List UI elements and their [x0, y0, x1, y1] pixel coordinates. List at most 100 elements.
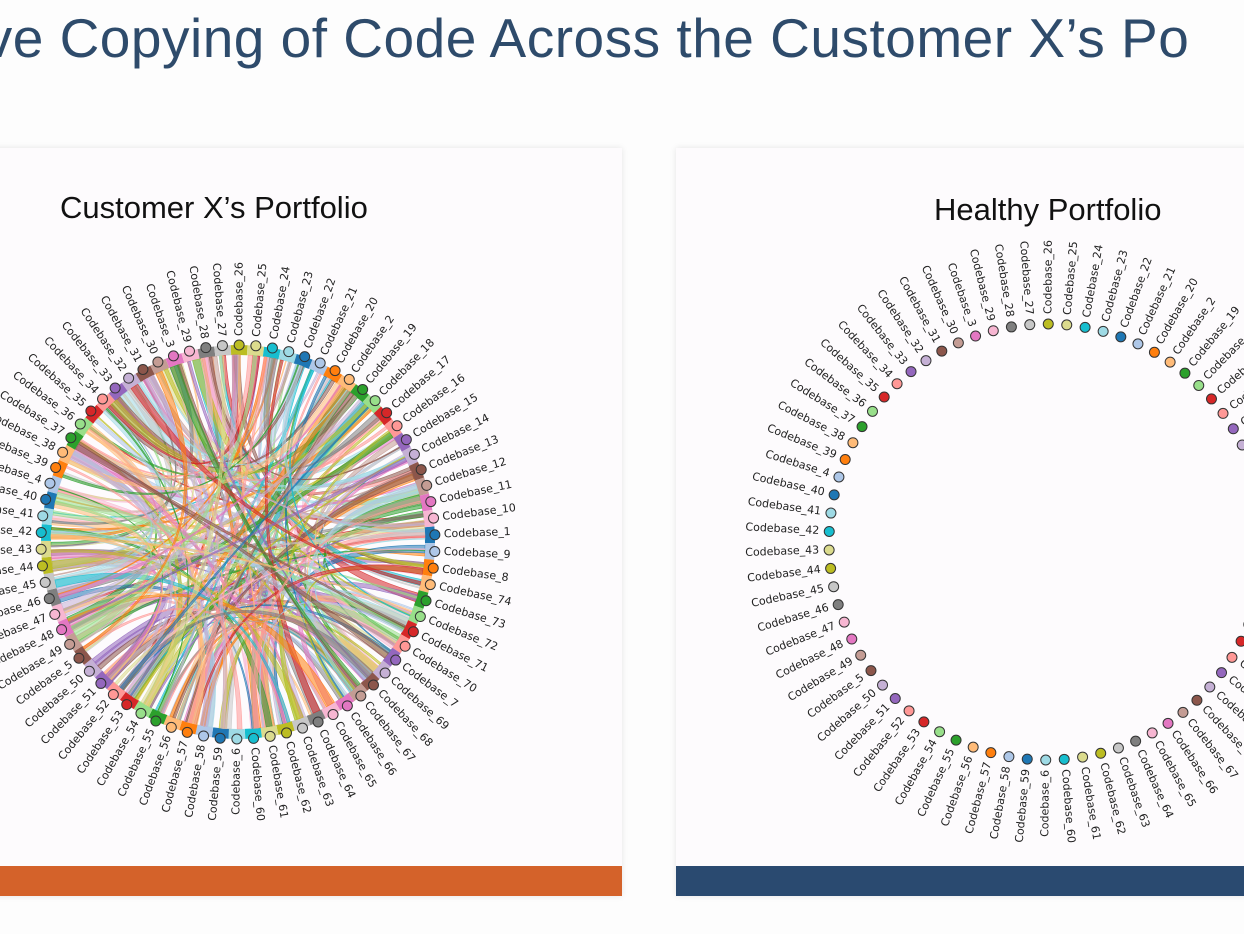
customer-node: [165, 721, 177, 733]
customer-chord: [178, 395, 357, 721]
customer-node: [425, 496, 437, 508]
customer-node: [250, 340, 262, 352]
customer-chord: [50, 533, 163, 681]
healthy-portfolio-node-ring: Codebase_1Codebase_9Codebase_8Codebase_7…: [745, 240, 1244, 844]
customer-chord: [82, 370, 188, 650]
healthy-node: [1112, 742, 1124, 754]
healthy-node: [1226, 651, 1238, 663]
healthy-node: [833, 471, 845, 483]
healthy-node: [1079, 321, 1091, 333]
customer-chord: [61, 399, 363, 612]
customer-node: [198, 730, 210, 742]
healthy-node: [970, 330, 982, 342]
customer-node: [420, 595, 432, 607]
customer-node-label: Codebase_1: [444, 525, 511, 540]
customer-node: [329, 365, 341, 377]
healthy-node: [877, 679, 889, 691]
healthy-node-label: Codebase_58: [987, 765, 1013, 840]
healthy-node: [952, 337, 964, 349]
customer-node: [167, 350, 179, 362]
customer-chord: [68, 457, 408, 624]
customer-chord: [67, 382, 345, 491]
customer-chord: [134, 456, 406, 701]
customer-chords: [41, 345, 435, 739]
customer-chord: [75, 443, 406, 628]
customer-chord: [70, 455, 173, 695]
customer-node: [50, 461, 62, 473]
healthy-node: [823, 544, 835, 556]
healthy-node: [1040, 754, 1052, 766]
customer-node: [379, 667, 391, 679]
healthy-node: [828, 581, 840, 593]
healthy-node-label: Codebase_60: [1059, 769, 1078, 844]
customer-node: [233, 339, 245, 351]
healthy-node-label: Codebase_6: [1038, 770, 1051, 837]
customer-node: [429, 529, 441, 541]
healthy-node-label: Codebase_43: [745, 543, 819, 559]
healthy-node: [1058, 753, 1070, 765]
healthy-node: [1148, 346, 1160, 358]
healthy-node-label: Codebase_59: [1013, 768, 1033, 843]
healthy-node: [823, 525, 835, 537]
customer-chord: [50, 535, 413, 613]
healthy-node: [1130, 735, 1142, 747]
healthy-node: [855, 649, 867, 661]
customer-node: [390, 654, 402, 666]
customer-node: [299, 351, 311, 363]
customer-chord: [54, 573, 291, 723]
healthy-node-label: Codebase_42: [745, 520, 819, 537]
healthy-node: [1097, 325, 1109, 337]
customer-node: [109, 382, 121, 394]
customer-node: [200, 342, 212, 354]
customer-node: [424, 579, 436, 591]
customer-node: [408, 448, 420, 460]
customer-node-label: Codebase_26: [232, 262, 245, 336]
customer-node: [343, 373, 355, 385]
customer-node: [281, 727, 293, 739]
healthy-node: [832, 599, 844, 611]
customer-node: [407, 626, 419, 638]
customer-node: [35, 543, 47, 555]
customer-chord: [65, 465, 243, 730]
customer-node: [415, 464, 427, 476]
healthy-node: [1005, 321, 1017, 333]
customer-node: [183, 345, 195, 357]
customer-node: [49, 608, 61, 620]
customer-node: [85, 405, 97, 417]
healthy-node: [950, 734, 962, 746]
healthy-node: [1132, 338, 1144, 350]
healthy-node: [856, 421, 868, 433]
healthy-node-label: Codebase_25: [1061, 241, 1081, 316]
customer-node-label: Codebase_42: [0, 522, 33, 539]
customer-node: [421, 479, 433, 491]
healthy-node: [967, 741, 979, 753]
customer-node-label: Codebase_43: [0, 543, 32, 559]
healthy-node: [918, 716, 930, 728]
customer-node: [150, 715, 162, 727]
customer-node: [248, 732, 260, 744]
healthy-node: [838, 616, 850, 628]
customer-node: [283, 346, 295, 358]
customer-node: [355, 690, 367, 702]
healthy-node: [889, 693, 901, 705]
customer-node: [341, 700, 353, 712]
healthy-node: [1061, 319, 1073, 331]
healthy-node: [825, 507, 837, 519]
customer-chord: [63, 591, 206, 725]
customer-chord: [58, 384, 342, 599]
customer-chord: [74, 355, 258, 642]
healthy-node: [1162, 717, 1174, 729]
customer-node-label: Codebase_10: [442, 501, 517, 523]
customer-node: [266, 342, 278, 354]
customer-chord: [130, 383, 422, 586]
healthy-node: [1193, 379, 1205, 391]
healthy-node: [828, 489, 840, 501]
customer-node: [97, 393, 109, 405]
customer-chord: [118, 548, 426, 689]
customer-node: [312, 716, 324, 728]
customer-node-label: Codebase_8: [441, 562, 509, 584]
customer-chord: [51, 527, 273, 728]
customer-node: [64, 638, 76, 650]
healthy-portfolio-heading: Healthy Portfolio: [934, 192, 1162, 227]
customer-node: [83, 665, 95, 677]
